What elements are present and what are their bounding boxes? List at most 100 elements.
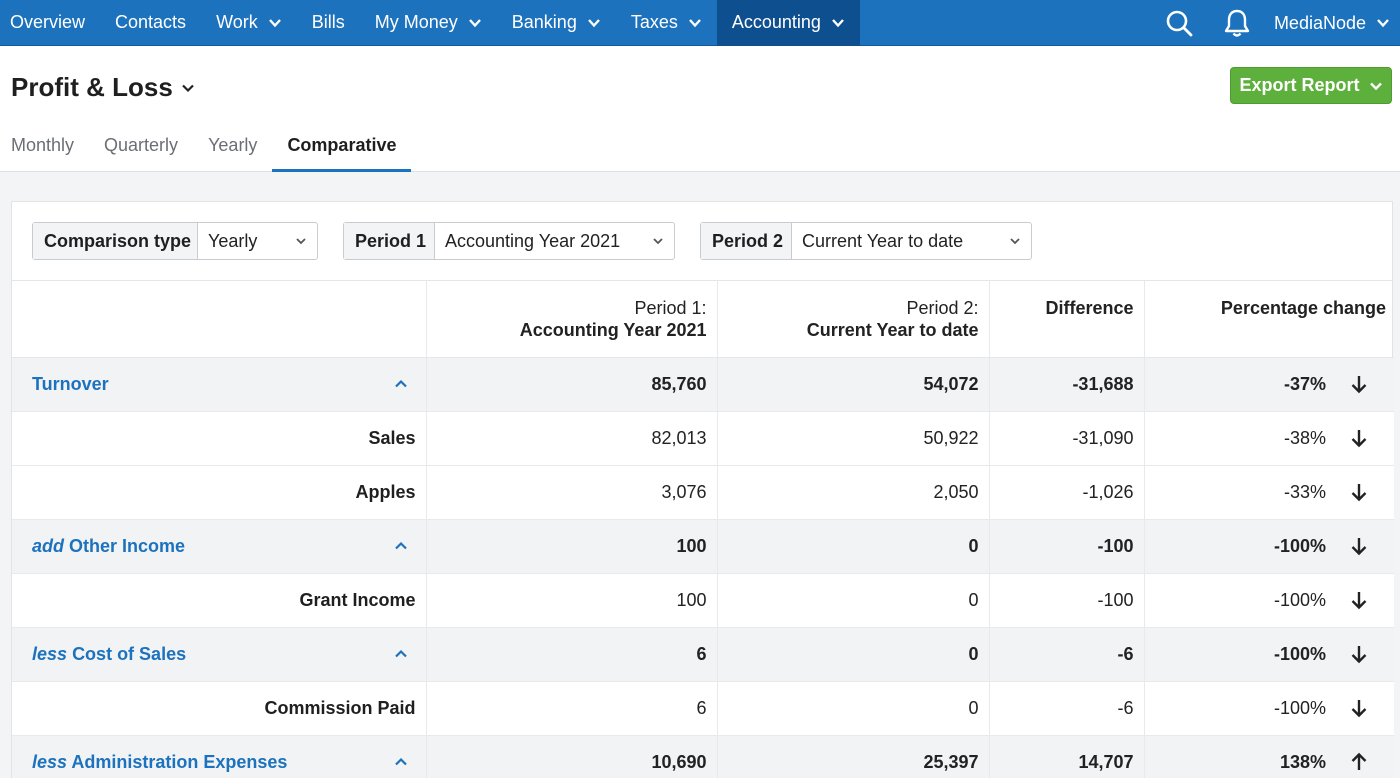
table-row: Sales 82,013 50,922 -31,090 -38% — [12, 411, 1394, 466]
chevron-down-icon — [587, 18, 600, 27]
account-name: Sales — [12, 411, 427, 466]
period2-select[interactable]: Current Year to date — [792, 223, 1031, 259]
period2-control: Period 2 Current Year to date — [700, 222, 1032, 260]
chevron-down-icon — [1369, 82, 1382, 90]
tab-yearly[interactable]: Yearly — [208, 135, 258, 155]
chevron-down-icon — [296, 238, 306, 245]
nav-item-label: Overview — [10, 12, 86, 32]
difference-value: -31,688 — [989, 357, 1145, 412]
tab-comparative[interactable]: Comparative — [272, 126, 412, 172]
pct-change-cell: -100% — [1144, 627, 1394, 682]
user-menu[interactable]: MediaNode — [1260, 13, 1400, 34]
chevron-up-icon[interactable] — [394, 377, 408, 391]
nav-item-work[interactable]: Work — [201, 0, 297, 46]
section-prefix: less — [32, 643, 68, 664]
pct-change-value: -38% — [1283, 427, 1326, 448]
section-row: add Other Income 100 0 -100 -100% — [12, 519, 1394, 574]
chevron-down-icon — [832, 18, 844, 27]
table-row: Grant Income 100 0 -100 -100% — [12, 573, 1394, 628]
section-name: Other Income — [69, 535, 186, 556]
nav-item-accounting[interactable]: Accounting — [716, 0, 860, 46]
period1-value: 6 — [426, 627, 718, 682]
account-name: Commission Paid — [12, 681, 427, 736]
period2-value: 0 — [717, 681, 990, 736]
comparison-type-value: Yearly — [208, 230, 258, 251]
section-name: Cost of Sales — [72, 643, 187, 664]
chevron-down-icon — [1010, 238, 1020, 245]
period2-value: 0 — [717, 573, 990, 628]
pct-change-cell: -33% — [1144, 465, 1394, 520]
report-title-dropdown[interactable]: Profit & Loss — [11, 72, 195, 103]
difference-value: -1,026 — [989, 465, 1145, 520]
arrow-down-icon — [1351, 592, 1367, 610]
header-period1-line2: Accounting Year 2021 — [519, 320, 707, 340]
account-name: Apples — [12, 465, 427, 520]
chevron-down-icon — [688, 18, 701, 27]
section-row: less Cost of Sales 6 0 -6 -100% — [12, 627, 1394, 682]
difference-value: 14,707 — [989, 735, 1145, 778]
nav-item-banking[interactable]: Banking — [497, 0, 616, 46]
tab-monthly[interactable]: Monthly — [11, 135, 75, 155]
nav-item-my-money[interactable]: My Money — [360, 0, 497, 46]
tab-quarterly[interactable]: Quarterly — [104, 135, 179, 155]
pct-change-cell: -100% — [1144, 681, 1394, 736]
period2-value: 0 — [717, 627, 990, 682]
period1-value: 100 — [426, 519, 718, 574]
section-link[interactable]: add Other Income — [32, 536, 185, 556]
chevron-up-icon[interactable] — [394, 755, 408, 769]
header-period2-line2: Current Year to date — [806, 320, 979, 340]
nav-item-taxes[interactable]: Taxes — [616, 0, 717, 46]
nav-item-label: Accounting — [731, 12, 821, 32]
period1-value: 100 — [426, 573, 718, 628]
chevron-down-icon — [468, 18, 481, 27]
search-icon[interactable] — [1156, 0, 1202, 46]
nav-item-label: Contacts — [115, 12, 187, 32]
section-link[interactable]: less Administration Expenses — [32, 752, 287, 772]
chevron-up-icon[interactable] — [394, 647, 408, 661]
chevron-up-icon[interactable] — [394, 539, 408, 553]
nav-item-label: Banking — [511, 12, 577, 32]
arrow-down-icon — [1351, 376, 1367, 394]
section-row: Turnover 85,760 54,072 -31,688 -37% — [12, 357, 1394, 412]
comparison-type-label: Comparison type — [33, 223, 198, 259]
section-link[interactable]: less Cost of Sales — [32, 644, 186, 664]
nav-item-label: Work — [216, 12, 258, 32]
section-row: less Administration Expenses 10,690 25,397… — [12, 735, 1394, 778]
export-report-label: Export Report — [1239, 75, 1360, 95]
nav-item-bills[interactable]: Bills — [297, 0, 360, 46]
period1-label: Period 1 — [344, 223, 435, 259]
period2-label: Period 2 — [701, 223, 792, 259]
period1-control: Period 1 Accounting Year 2021 — [343, 222, 675, 260]
pct-change-value: -100% — [1273, 589, 1326, 610]
pct-change-value: -37% — [1283, 373, 1326, 394]
difference-value: -6 — [989, 627, 1145, 682]
section-prefix: add — [32, 535, 65, 556]
period2-value: 54,072 — [717, 357, 990, 412]
section-link[interactable]: Turnover — [32, 374, 109, 394]
report-tabs: Monthly Quarterly Yearly Comparative — [0, 126, 412, 172]
comparison-type-select[interactable]: Yearly — [198, 223, 317, 259]
header-account — [12, 281, 427, 358]
account-name: Grant Income — [12, 573, 427, 628]
period1-value: 10,690 — [426, 735, 718, 778]
arrow-down-icon — [1351, 484, 1367, 502]
period1-value: 85,760 — [426, 357, 718, 412]
page-header: Profit & Loss Export Report Monthly Quart… — [0, 46, 1400, 172]
chevron-down-icon — [653, 238, 663, 245]
nav-item-contacts[interactable]: Contacts — [100, 0, 201, 46]
difference-value: -31,090 — [989, 411, 1145, 466]
period1-select[interactable]: Accounting Year 2021 — [435, 223, 674, 259]
nav-item-label: Bills — [311, 12, 345, 32]
pct-change-cell: -100% — [1144, 573, 1394, 628]
export-report-button[interactable]: Export Report — [1230, 67, 1392, 104]
period1-value: 6 — [426, 681, 718, 736]
header-difference: Difference — [989, 281, 1145, 358]
table-row: Apples 3,076 2,050 -1,026 -33% — [12, 465, 1394, 520]
header-period1: Period 1: Accounting Year 2021 — [426, 281, 718, 358]
period2-value: 25,397 — [717, 735, 990, 778]
nav-item-overview[interactable]: Overview — [0, 0, 100, 46]
arrow-down-icon — [1351, 700, 1367, 718]
bell-icon[interactable] — [1214, 0, 1260, 46]
difference-value: -100 — [989, 519, 1145, 574]
page-title: Profit & Loss — [11, 72, 173, 102]
